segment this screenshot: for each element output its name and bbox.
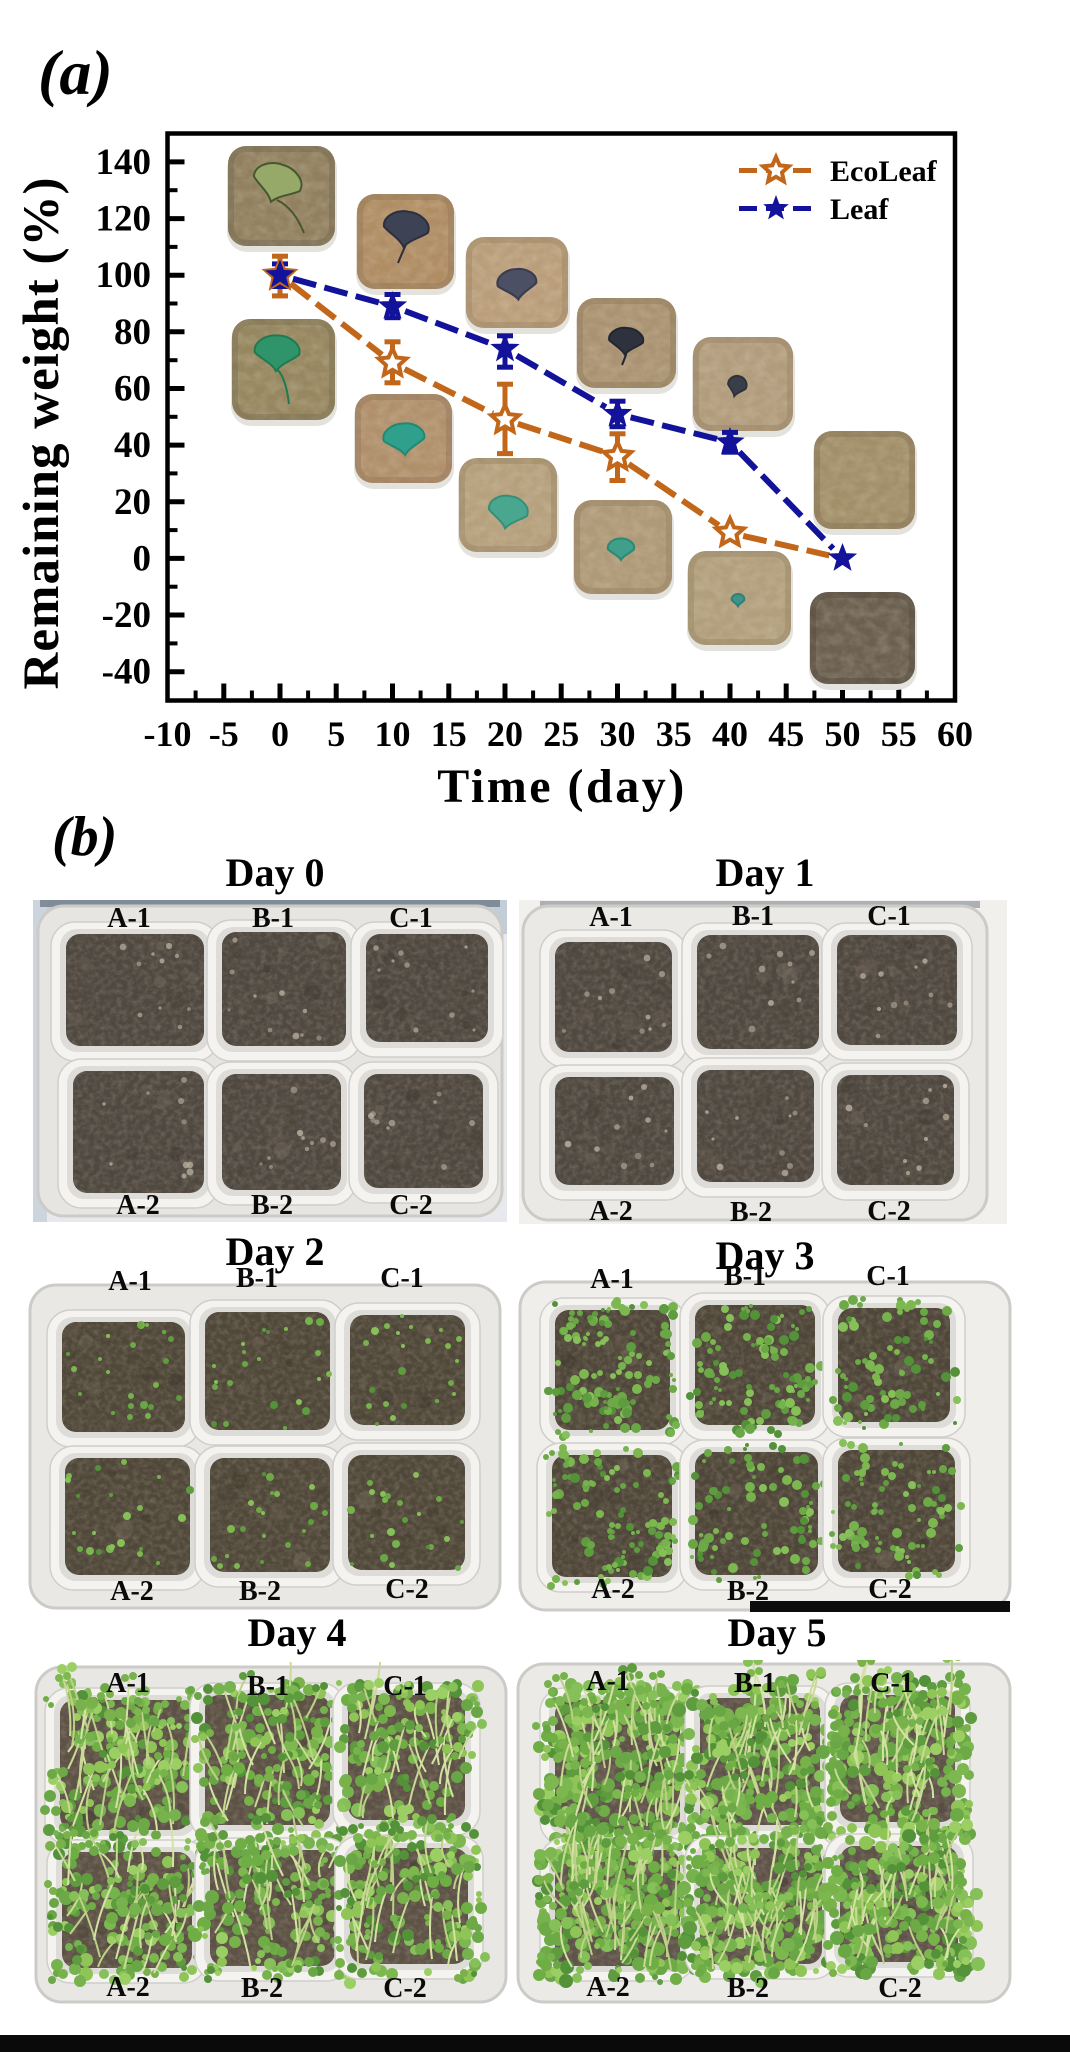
svg-text:A-1: A-1 bbox=[590, 1266, 634, 1295]
svg-text:15: 15 bbox=[431, 714, 467, 754]
svg-text:B-2: B-2 bbox=[727, 1576, 769, 1607]
svg-text:60: 60 bbox=[114, 369, 151, 410]
svg-text:C-2: C-2 bbox=[878, 1973, 922, 2004]
svg-text:-20: -20 bbox=[102, 595, 151, 636]
svg-text:20: 20 bbox=[487, 714, 523, 754]
svg-text:C-1: C-1 bbox=[867, 901, 911, 932]
svg-text:10: 10 bbox=[375, 714, 411, 754]
svg-text:A-1: A-1 bbox=[108, 1266, 152, 1297]
svg-text:A-2: A-2 bbox=[586, 1972, 630, 2003]
svg-text:A-2: A-2 bbox=[110, 1576, 154, 1607]
svg-text:Remaining weight (%): Remaining weight (%) bbox=[14, 177, 70, 690]
svg-text:B-2: B-2 bbox=[730, 1197, 772, 1224]
svg-text:A-2: A-2 bbox=[106, 1972, 150, 2003]
svg-text:A-2: A-2 bbox=[116, 1190, 160, 1221]
svg-text:C-1: C-1 bbox=[383, 1671, 427, 1702]
svg-text:100: 100 bbox=[96, 255, 152, 296]
svg-text:A-2: A-2 bbox=[591, 1574, 635, 1605]
svg-text:B-1: B-1 bbox=[247, 1671, 289, 1702]
svg-text:45: 45 bbox=[768, 714, 804, 754]
svg-text:Time (day): Time (day) bbox=[437, 760, 686, 813]
svg-text:B-1: B-1 bbox=[236, 1266, 278, 1294]
svg-text:C-1: C-1 bbox=[866, 1266, 910, 1292]
svg-text:B-2: B-2 bbox=[251, 1190, 293, 1221]
svg-text:B-2: B-2 bbox=[241, 1973, 283, 2004]
svg-text:60: 60 bbox=[937, 714, 973, 754]
svg-text:-10: -10 bbox=[144, 714, 192, 754]
svg-text:C-2: C-2 bbox=[389, 1190, 433, 1221]
svg-text:-40: -40 bbox=[102, 652, 151, 693]
svg-text:20: 20 bbox=[114, 482, 151, 523]
svg-text:A-1: A-1 bbox=[586, 1666, 630, 1697]
svg-text:120: 120 bbox=[96, 199, 152, 240]
svg-text:55: 55 bbox=[881, 714, 917, 754]
svg-text:0: 0 bbox=[271, 714, 289, 754]
svg-text:B-1: B-1 bbox=[734, 1668, 776, 1699]
svg-text:5: 5 bbox=[327, 714, 345, 754]
svg-text:B-1: B-1 bbox=[732, 901, 774, 932]
svg-text:C-2: C-2 bbox=[867, 1196, 911, 1224]
svg-text:50: 50 bbox=[825, 714, 861, 754]
svg-text:140: 140 bbox=[96, 142, 152, 183]
svg-text:30: 30 bbox=[600, 714, 636, 754]
svg-text:C-1: C-1 bbox=[870, 1668, 914, 1699]
svg-text:C-2: C-2 bbox=[383, 1973, 427, 2004]
svg-text:C-2: C-2 bbox=[868, 1574, 912, 1605]
svg-text:Leaf: Leaf bbox=[830, 193, 889, 226]
svg-text:40: 40 bbox=[114, 425, 151, 466]
svg-text:B-1: B-1 bbox=[724, 1266, 766, 1292]
svg-text:80: 80 bbox=[114, 312, 151, 353]
svg-text:0: 0 bbox=[133, 538, 152, 579]
svg-text:40: 40 bbox=[712, 714, 748, 754]
svg-text:C-1: C-1 bbox=[389, 903, 433, 934]
svg-text:B-1: B-1 bbox=[252, 903, 294, 934]
svg-text:-5: -5 bbox=[209, 714, 239, 754]
svg-text:B-2: B-2 bbox=[239, 1576, 281, 1607]
svg-text:B-2: B-2 bbox=[727, 1973, 769, 2004]
svg-text:A-1: A-1 bbox=[107, 903, 151, 934]
svg-text:C-2: C-2 bbox=[385, 1574, 429, 1605]
svg-text:C-1: C-1 bbox=[380, 1266, 424, 1294]
svg-text:35: 35 bbox=[656, 714, 692, 754]
svg-text:25: 25 bbox=[543, 714, 579, 754]
svg-text:EcoLeaf: EcoLeaf bbox=[830, 155, 938, 188]
svg-text:A-2: A-2 bbox=[589, 1196, 633, 1224]
svg-text:A-1: A-1 bbox=[589, 902, 633, 933]
svg-text:A-1: A-1 bbox=[106, 1668, 150, 1699]
svg-text:(a): (a) bbox=[38, 37, 113, 108]
